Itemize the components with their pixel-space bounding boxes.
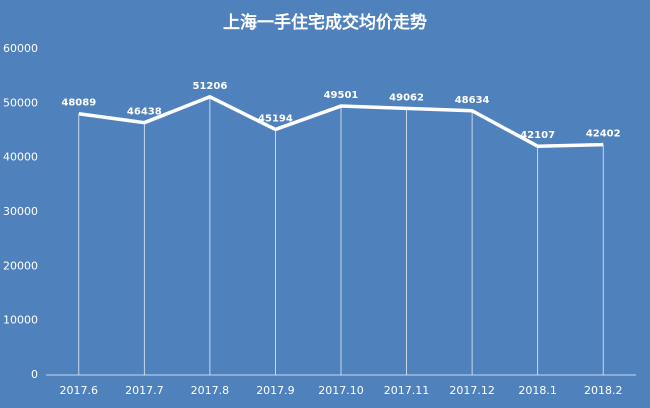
x-tick-label: 2017.10 xyxy=(318,384,364,397)
y-tick-label: 0 xyxy=(31,368,38,381)
data-label: 42107 xyxy=(520,130,555,141)
chart-title: 上海一手住宅成交均价走势 xyxy=(223,12,427,33)
x-tick-label: 2018.1 xyxy=(518,384,557,397)
y-tick-label: 10000 xyxy=(3,314,38,327)
data-label: 48634 xyxy=(455,95,490,106)
x-tick-label: 2017.8 xyxy=(191,384,230,397)
y-tick-label: 20000 xyxy=(3,259,38,272)
y-tick-label: 50000 xyxy=(3,96,38,109)
data-label: 49062 xyxy=(389,92,424,103)
x-tick-label: 2017.6 xyxy=(60,384,99,397)
data-label: 42402 xyxy=(586,129,621,140)
y-tick-label: 30000 xyxy=(3,205,38,218)
data-label: 48089 xyxy=(61,98,96,109)
y-tick-label: 40000 xyxy=(3,151,38,164)
x-tick-label: 2017.12 xyxy=(449,384,495,397)
data-label: 45194 xyxy=(258,113,293,124)
x-tick-label: 2017.9 xyxy=(256,384,295,397)
line-series xyxy=(78,95,604,148)
x-tick-label: 2017.7 xyxy=(125,384,164,397)
data-label: 51206 xyxy=(192,81,227,92)
data-label: 46438 xyxy=(127,107,162,118)
x-tick-label: 2018.2 xyxy=(584,384,623,397)
x-tick-label: 2017.11 xyxy=(384,384,430,397)
y-tick-label: 60000 xyxy=(3,42,38,55)
data-label: 49501 xyxy=(324,90,359,101)
